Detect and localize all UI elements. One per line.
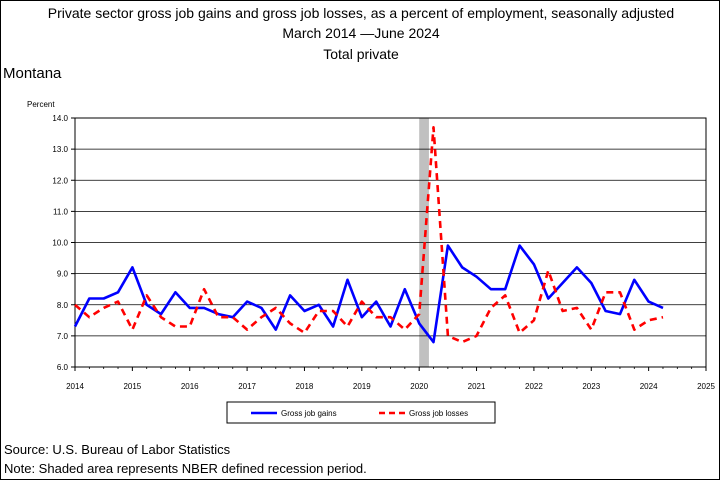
x-tick-label: 2025: [697, 382, 715, 391]
y-tick-label: 11.0: [53, 207, 69, 216]
y-tick-label: 13.0: [52, 145, 68, 154]
x-tick-label: 2023: [582, 382, 600, 391]
x-axis: 2014 2015 2016 2017 2018 2019 2020 2021 2022 2023…: [66, 367, 715, 391]
legend-label-gross-job-gains: Gross job gains: [281, 409, 337, 418]
x-tick-label: 2022: [525, 382, 543, 391]
y-tick-label: 6.0: [57, 363, 69, 372]
gridlines: [75, 118, 706, 367]
y-tick-label: 9.0: [57, 270, 69, 279]
y-tick-label: 12.0: [52, 176, 68, 185]
x-tick-label: 2014: [66, 382, 84, 391]
x-tick-label: 2021: [468, 382, 486, 391]
series-line-gross-job-gains: [75, 246, 663, 343]
recession-note: Note: Shaded area represents NBER define…: [4, 461, 367, 476]
legend: Gross job gains Gross job losses: [227, 402, 495, 423]
x-tick-label: 2016: [181, 382, 199, 391]
x-tick-label: 2024: [640, 382, 658, 391]
y-axis: 6.0 7.0 8.0 9.0 10.0 11.0 12.0 13.0 14.0: [52, 114, 75, 372]
series-lines: [75, 127, 663, 342]
x-tick-label: 2015: [123, 382, 141, 391]
x-tick-label: 2017: [238, 382, 256, 391]
y-tick-label: 10.0: [52, 239, 68, 248]
x-tick-label: 2019: [353, 382, 371, 391]
y-tick-label: 8.0: [57, 301, 69, 310]
x-tick-label: 2020: [410, 382, 428, 391]
y-tick-label: 14.0: [52, 114, 68, 123]
y-tick-label: 7.0: [57, 332, 69, 341]
source-note: Source: U.S. Bureau of Labor Statistics: [4, 442, 230, 457]
x-tick-label: 2018: [296, 382, 314, 391]
legend-label-gross-job-losses: Gross job losses: [409, 409, 468, 418]
